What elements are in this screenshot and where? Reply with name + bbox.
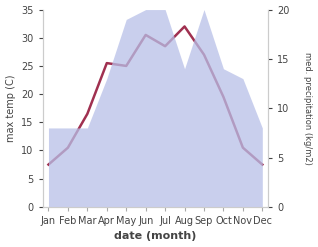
Y-axis label: med. precipitation (kg/m2): med. precipitation (kg/m2): [303, 52, 313, 165]
Y-axis label: max temp (C): max temp (C): [5, 74, 16, 142]
X-axis label: date (month): date (month): [114, 231, 197, 242]
